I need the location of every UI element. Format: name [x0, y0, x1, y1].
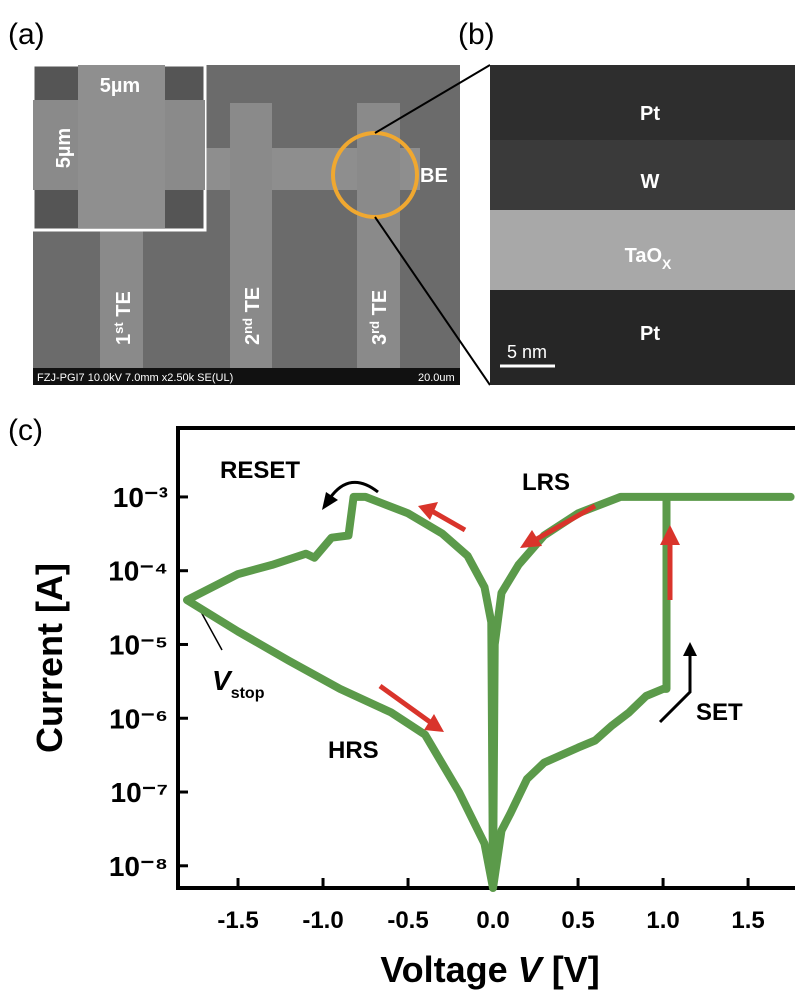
- x-label-part: [V]: [542, 949, 600, 990]
- annotation: HRS: [328, 737, 379, 764]
- annotation: SET: [696, 699, 743, 726]
- scale-text: 20.0um: [418, 372, 455, 384]
- x-tick-label: 1.5: [731, 907, 764, 934]
- arrow: [380, 686, 430, 722]
- x-tick-label: 1.0: [646, 907, 679, 934]
- layer-label: W: [641, 171, 660, 193]
- x-label-part: Voltage: [380, 949, 517, 990]
- te-label: 1st TE: [111, 291, 135, 345]
- vstop-sub: stop: [231, 685, 265, 702]
- te-rest: TE: [242, 287, 264, 318]
- y-tick-label: 10⁻⁶: [109, 703, 168, 734]
- x-tick-label: 0.5: [561, 907, 594, 934]
- y-tick-label: 10⁻³: [113, 482, 168, 513]
- te-label: 3rd TE: [367, 290, 391, 345]
- te-num: 3: [369, 334, 391, 345]
- te-label: 2nd TE: [240, 287, 264, 345]
- chart: -1.5 -1.0 -0.5 0.0 0.5 1.0 1.5 10⁻⁸ 10⁻⁷ 10⁻⁶ 10⁻⁵…: [108, 482, 790, 934]
- annotation: RESET: [220, 457, 300, 484]
- te-rest: TE: [369, 290, 391, 321]
- arrow: [535, 506, 595, 540]
- arrow-head: [683, 642, 697, 656]
- x-axis-label: Voltage V [V]: [380, 949, 599, 990]
- layer-label: Pt: [640, 323, 660, 345]
- x-label-part: V: [518, 949, 545, 990]
- te-rest: TE: [113, 291, 135, 322]
- layer-base: TaO: [625, 245, 662, 267]
- te-num: 1: [113, 334, 135, 345]
- layer-sub: X: [662, 256, 672, 272]
- y-tick-label: 10⁻⁴: [108, 556, 168, 587]
- arrow-head: [424, 714, 444, 732]
- dimension: 5µm: [53, 128, 75, 168]
- dimension: 5µm: [100, 75, 140, 97]
- x-tick-label: -1.5: [217, 907, 258, 934]
- y-tick-label: 10⁻⁸: [109, 851, 168, 882]
- y-tick-label: 10⁻⁷: [111, 777, 168, 808]
- x-tick-label: -1.0: [302, 907, 343, 934]
- scale-text: 5 nm: [507, 342, 547, 362]
- iv-curve: [187, 497, 791, 888]
- x-tick-label: -0.5: [387, 907, 428, 934]
- annotation: Vstop: [212, 665, 265, 702]
- direction-arrows: [380, 502, 680, 732]
- figure: (a) 5µm 5µm BE 1st TE 2nd TE 3rd TE FZJ-…: [0, 0, 795, 993]
- y-tick-label: 10⁻⁵: [109, 629, 168, 660]
- x-tick-label: 0.0: [476, 907, 509, 934]
- be-label: BE: [420, 165, 448, 187]
- panel-label: (a): [8, 18, 45, 51]
- layer-label: Pt: [640, 103, 660, 125]
- panel-label: (b): [458, 18, 495, 51]
- annotation: LRS: [522, 469, 570, 496]
- y-axis-label: Current [A]: [29, 563, 70, 753]
- te-sup: nd: [240, 318, 255, 334]
- te-sup: rd: [367, 321, 382, 334]
- arrow-head: [322, 492, 338, 510]
- panel-label: (c): [8, 414, 43, 447]
- te-sup: st: [111, 322, 126, 334]
- info-text: FZJ-PGI7 10.0kV 7.0mm x2.50k SE(UL): [37, 372, 233, 384]
- te-num: 2: [242, 334, 264, 345]
